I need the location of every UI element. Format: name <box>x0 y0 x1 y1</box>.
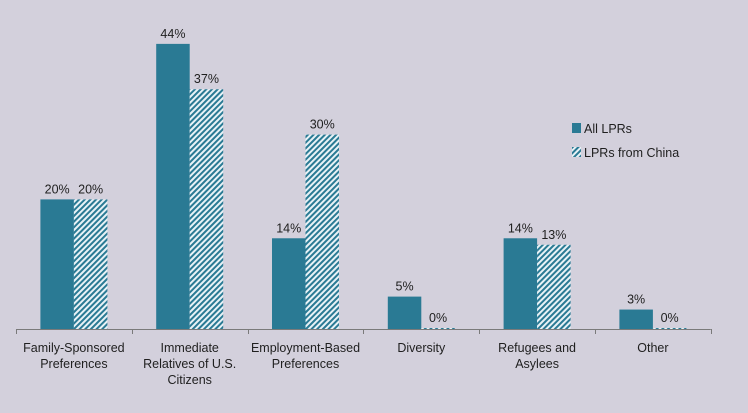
data-label: 20% <box>78 182 103 196</box>
bar-all-lprs <box>503 238 538 329</box>
legend: All LPRs LPRs from China <box>572 122 679 160</box>
data-label: 5% <box>396 280 414 294</box>
legend-swatch-lprs-from-china <box>572 147 581 157</box>
bar-lprs-from-china <box>421 328 455 329</box>
data-labels: 20% 20% 44% 37% 14% 30% 5% 0% 14% 13% 3% 0% <box>45 27 679 325</box>
data-label: 14% <box>276 221 301 235</box>
bar-all-lprs <box>272 238 306 329</box>
data-label: 14% <box>508 221 533 235</box>
bar-all-lprs <box>387 296 422 329</box>
data-label: 0% <box>661 311 679 325</box>
data-label: 30% <box>310 118 335 132</box>
data-label: 3% <box>627 293 645 307</box>
category-label: Preferences <box>272 357 339 371</box>
data-label: 0% <box>429 311 447 325</box>
data-label: 20% <box>45 182 70 196</box>
bar-lprs-from-china <box>652 328 687 329</box>
legend-label-all-lprs: All LPRs <box>584 122 632 136</box>
bar-lprs-from-china <box>73 199 108 329</box>
bar-lprs-from-china <box>305 134 339 329</box>
legend-swatch-all-lprs <box>572 123 581 133</box>
category-label: Family-Sponsored <box>23 341 124 355</box>
x-axis <box>16 329 712 334</box>
category-label: Relatives of U.S. <box>143 357 236 371</box>
data-label: 37% <box>194 72 219 86</box>
category-label: Diversity <box>397 341 446 355</box>
bar-all-lprs <box>156 43 190 329</box>
category-label: Other <box>637 341 668 355</box>
category-label: Citizens <box>167 373 211 387</box>
category-label: Preferences <box>40 357 107 371</box>
bar-lprs-from-china <box>537 244 571 329</box>
bar-lprs-from-china <box>189 89 224 330</box>
bar-all-lprs <box>40 199 74 329</box>
bars-layer <box>40 43 687 330</box>
category-labels: Family-Sponsored Preferences Immediate Rela… <box>23 341 668 387</box>
data-label: 44% <box>160 27 185 41</box>
category-label: Immediate <box>161 341 219 355</box>
bar-all-lprs <box>619 309 653 329</box>
legend-label-lprs-from-china: LPRs from China <box>584 146 679 160</box>
category-label: Refugees and <box>498 341 576 355</box>
category-label: Asylees <box>515 357 559 371</box>
category-label: Employment-Based <box>251 341 360 355</box>
data-label: 13% <box>541 228 566 242</box>
